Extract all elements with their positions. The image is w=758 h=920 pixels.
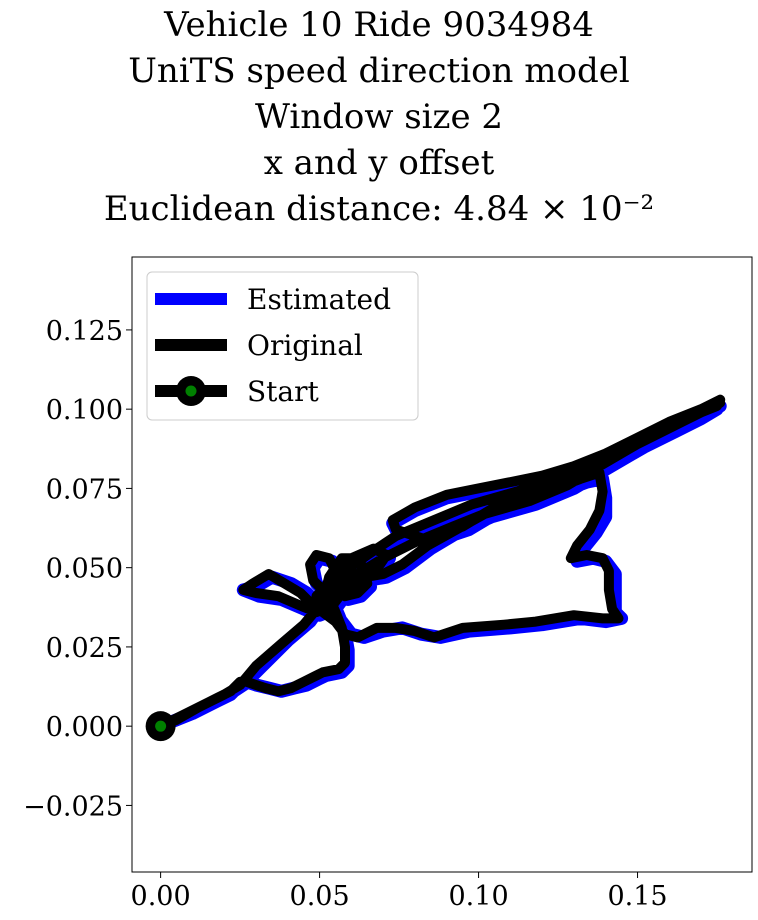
title-line-1: Vehicle 10 Ride 9034984 [164,5,594,45]
legend-label-original: Original [247,329,363,362]
y-tick-label: −0.025 [23,791,123,822]
legend-label-estimated: Estimated [247,283,391,316]
x-tick-label: 0.10 [449,881,509,912]
y-tick-label: 0.000 [46,712,123,743]
series-line-original [155,394,726,732]
y-tick-label: 0.050 [46,554,123,585]
series-group [145,394,727,742]
title-line-5: Euclidean distance: 4.84 × 10⁻² [103,189,655,229]
x-tick-label: 0.05 [290,881,350,912]
x-tick-label: 0.00 [131,881,191,912]
y-tick-label: 0.100 [46,395,123,426]
title-line-4-text: x and y offset [263,143,495,183]
title-line-3: Window size 2 [254,97,504,137]
legend-start-marker-inner [185,385,197,397]
start-marker-inner [155,720,167,732]
x-tick-label: 0.15 [607,881,667,912]
axes-frame [131,256,753,873]
legend: Estimated Original Start [146,271,419,421]
title-line-4: x and y offset [0,140,758,186]
y-tick-label: 0.125 [46,316,123,347]
legend-label-start: Start [247,375,320,408]
axis-ticks: 0.00 0.05 0.10 0.15 −0.025 0.000 0.025 0.050 0.0… [23,316,668,912]
chart-title: Vehicle 10 Ride 9034984 UniTS speed dire… [0,0,758,232]
plot-area [145,394,727,742]
y-tick-label: 0.075 [46,474,123,505]
legend-box [146,271,419,421]
y-tick-label: 0.025 [46,633,123,664]
title-line-2: UniTS speed direction model [128,51,630,91]
